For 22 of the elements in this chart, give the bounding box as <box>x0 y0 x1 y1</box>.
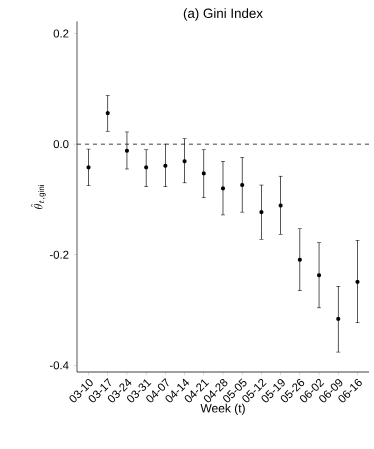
point <box>124 148 129 153</box>
y-tick-label: -0.2 <box>50 250 68 259</box>
point <box>336 316 340 321</box>
point <box>240 183 244 188</box>
point <box>106 111 110 116</box>
point <box>298 258 302 262</box>
point <box>163 164 168 168</box>
y-axis-title: $\hat{\theta}_{t,\mathrm{gini}}$ <box>30 185 46 210</box>
point <box>259 210 264 214</box>
y-tick-label: -0.4 <box>50 361 69 370</box>
point <box>144 165 148 170</box>
x-axis-title: Week (t) <box>200 404 245 415</box>
y-tick-label: 0.0 <box>54 140 69 148</box>
point <box>355 280 360 284</box>
point <box>86 165 91 170</box>
point <box>220 186 225 190</box>
point <box>182 159 187 164</box>
point <box>317 273 322 278</box>
y-tick-label: 0.2 <box>54 30 68 38</box>
chart-title: (a) Gini Index <box>184 8 263 21</box>
point <box>202 171 206 176</box>
point <box>278 204 283 208</box>
